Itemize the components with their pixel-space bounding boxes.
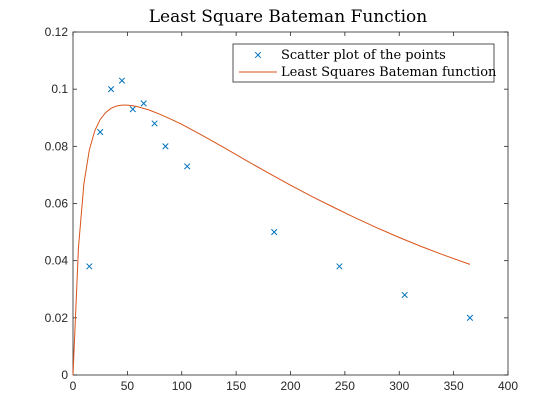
data-point (184, 163, 191, 170)
x-tick-label: 50 (121, 379, 135, 393)
data-point (466, 314, 474, 321)
legend-marker-stroke (254, 51, 262, 59)
data-point-stroke (118, 77, 126, 84)
data-point (86, 263, 93, 270)
data-point (336, 263, 343, 270)
x-tick-label: 400 (498, 379, 518, 393)
legend-label: Scatter plot of the points (281, 48, 446, 63)
data-point-stroke (184, 163, 191, 170)
y-tick-label: 0.12 (45, 25, 69, 39)
axes-box (72, 31, 509, 376)
data-point (118, 77, 126, 84)
x-axis: 0 50 100 150 200 250 300 350 400 (70, 32, 518, 393)
x-tick-label: 100 (172, 379, 192, 393)
data-point (162, 143, 169, 150)
data-point-stroke (336, 263, 343, 270)
x-tick-label: 150 (226, 379, 246, 393)
legend-label: Least Squares Bateman function (281, 65, 497, 80)
data-point (107, 86, 115, 93)
y-tick-label: 0.1 (51, 82, 68, 96)
data-point-stroke (151, 120, 158, 127)
x-tick-label: 350 (444, 379, 464, 393)
data-point-stroke (97, 128, 104, 136)
data-point (401, 291, 408, 299)
legend-box (232, 43, 495, 83)
data-point-stroke (140, 100, 147, 107)
legend-marker-swatch (254, 51, 262, 59)
y-tick-label: 0.02 (45, 311, 69, 325)
data-point (129, 106, 136, 113)
y-axis: 0 0.02 0.04 0.06 0.08 0.1 0.12 (45, 25, 508, 382)
data-point (140, 100, 147, 107)
y-tick-label: 0.04 (45, 254, 69, 268)
data-point (151, 120, 158, 127)
data-point-stroke (162, 143, 169, 150)
data-point (271, 228, 278, 236)
chart-title: Least Square Bateman Function (149, 7, 427, 27)
data-point (97, 128, 104, 136)
y-tick-label: 0 (61, 368, 68, 382)
legend: Scatter plot of the points Least Squares … (232, 43, 497, 83)
x-tick-label: 0 (70, 379, 77, 393)
bateman-fit-line (72, 104, 471, 376)
x-tick-label: 300 (389, 379, 409, 393)
data-point-stroke (271, 228, 278, 236)
data-point-stroke (129, 106, 136, 113)
data-point-stroke (107, 86, 115, 93)
plot-area: 0 50 100 150 200 250 300 350 400 0 0.02 0.04 0.06 0.… (45, 25, 519, 393)
y-tick-label: 0.08 (45, 139, 69, 153)
x-tick-label: 200 (280, 379, 300, 393)
data-point-stroke (86, 263, 93, 270)
y-tick-label: 0.06 (45, 197, 69, 211)
x-tick-label: 250 (335, 379, 355, 393)
data-point-stroke (466, 314, 474, 321)
data-point-stroke (401, 291, 408, 299)
series-layer (72, 77, 474, 376)
